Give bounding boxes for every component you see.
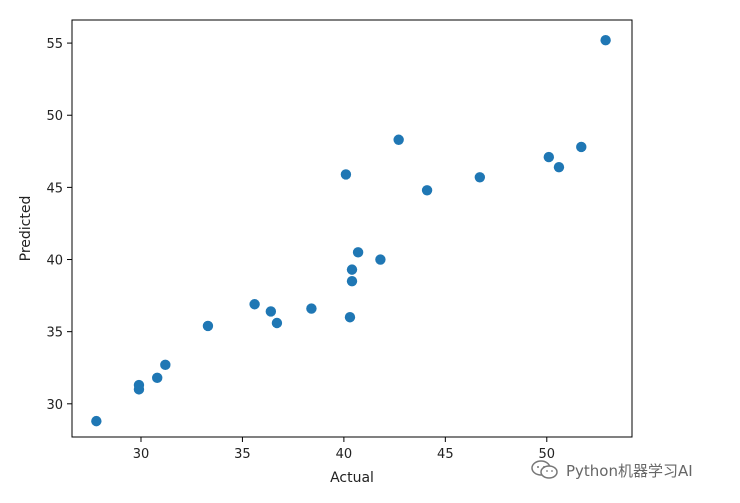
x-tick-label: 30	[133, 447, 150, 462]
watermark-text: Python机器学习AI	[566, 461, 693, 480]
data-point	[265, 306, 277, 317]
data-point	[306, 303, 317, 314]
y-tick-label: 55	[46, 37, 63, 52]
data-point	[249, 299, 260, 310]
data-point	[160, 359, 171, 371]
x-tick-label: 45	[437, 447, 454, 462]
data-point	[152, 372, 163, 384]
y-axis-label: Predicted	[18, 196, 34, 262]
data-point	[346, 275, 358, 287]
data-point	[474, 172, 486, 183]
y-tick-label: 35	[46, 326, 63, 341]
y-axis: 30 35 40 45 50 55	[46, 37, 72, 413]
data-point	[344, 312, 356, 323]
x-axis-label: Actual	[330, 470, 374, 486]
data-point	[346, 264, 358, 275]
wechat-icon	[531, 460, 558, 479]
y-tick-label: 30	[46, 398, 63, 413]
data-point	[553, 161, 565, 173]
data-point	[352, 247, 364, 258]
y-tick-label: 50	[46, 109, 63, 124]
y-tick-label: 40	[46, 254, 63, 269]
data-point	[340, 169, 352, 180]
x-tick-label: 50	[539, 447, 556, 462]
data-point	[543, 151, 555, 163]
watermark: Python机器学习AI	[530, 456, 693, 484]
data-point	[576, 141, 587, 153]
data-point	[271, 317, 283, 329]
data-point	[421, 185, 433, 196]
x-tick-label: 35	[234, 447, 251, 462]
data-point	[393, 134, 404, 145]
x-axis: 30 35 40 45 50	[133, 437, 555, 462]
data-point	[202, 320, 214, 332]
data-point	[133, 379, 145, 391]
x-tick-label: 40	[336, 447, 353, 462]
data-point	[91, 415, 102, 427]
data-points	[91, 35, 611, 427]
y-tick-label: 45	[46, 181, 63, 196]
data-point	[375, 254, 386, 265]
data-point	[600, 35, 611, 46]
